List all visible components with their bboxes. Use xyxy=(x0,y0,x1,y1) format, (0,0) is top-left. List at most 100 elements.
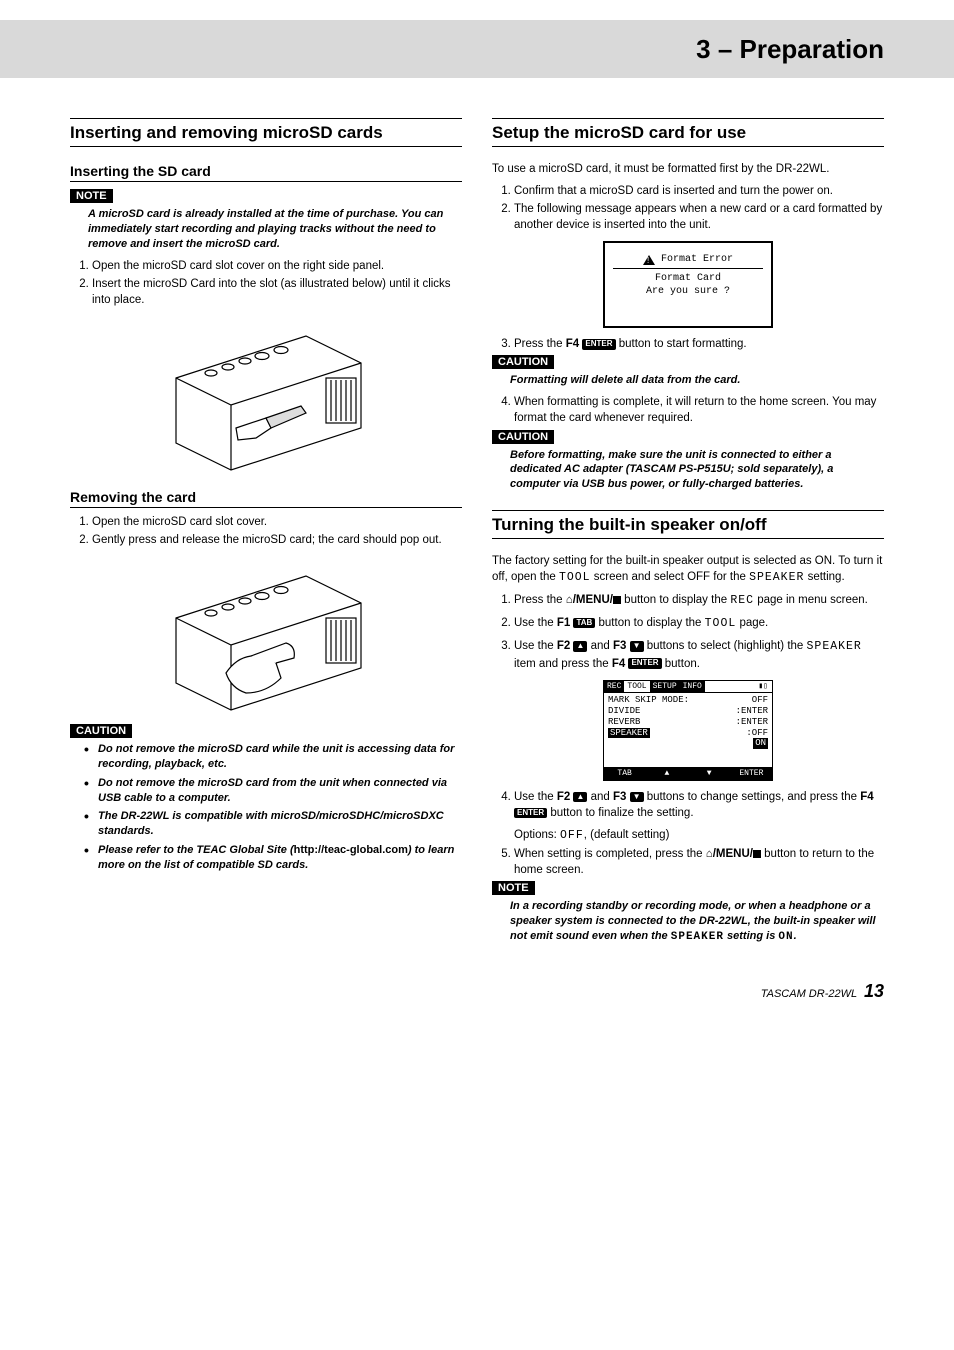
subsection-inserting: Inserting the SD card xyxy=(70,163,462,182)
lcd-label: DIVIDE xyxy=(608,706,640,717)
text: page. xyxy=(736,617,768,629)
text: button. xyxy=(662,658,700,670)
text: Options: xyxy=(514,829,560,841)
lcd-line: Format Error xyxy=(661,253,733,266)
step: Press the /MENU/ button to display the R… xyxy=(514,592,884,609)
text: item and press the xyxy=(514,658,612,670)
key-label: F4 xyxy=(612,658,625,670)
url: http://teac-global.com xyxy=(294,844,408,856)
lcd-label: REVERB xyxy=(608,717,640,728)
lcd-fkey: ▼ xyxy=(689,768,731,780)
setup-steps-cont: Press the F4 ENTER button to start forma… xyxy=(514,336,884,352)
lcd-line: Format Card xyxy=(613,272,763,285)
bullet: Do not remove the microSD card while the… xyxy=(88,742,462,772)
home-icon xyxy=(566,594,573,606)
page-number: 13 xyxy=(864,981,884,1001)
key-label: F3 xyxy=(613,791,626,803)
bullet: The DR-22WL is compatible with microSD/m… xyxy=(88,809,462,839)
subsection-removing: Removing the card xyxy=(70,489,462,508)
insert-steps: Open the microSD card slot cover on the … xyxy=(92,258,462,308)
step: Confirm that a microSD card is inserted … xyxy=(514,183,884,199)
bullet: Please refer to the TEAC Global Site (ht… xyxy=(88,843,462,873)
left-column: Inserting and removing microSD cards Ins… xyxy=(70,118,462,951)
text: setting. xyxy=(804,571,844,583)
note-body: In a recording standby or recording mode… xyxy=(510,899,884,945)
text: . xyxy=(794,930,797,942)
text: Use the xyxy=(514,617,557,629)
lcd-fkey: TAB xyxy=(604,768,646,780)
key-label: F1 xyxy=(557,617,570,629)
step: When formatting is complete, it will ret… xyxy=(514,394,884,426)
lcd-tab: INFO xyxy=(680,681,705,693)
note-body: A microSD card is already installed at t… xyxy=(88,207,462,252)
setup-intro: To use a microSD card, it must be format… xyxy=(492,161,884,177)
caution-label: CAUTION xyxy=(70,724,132,738)
step: Use the F2 ▲ and F3 ▼ buttons to select … xyxy=(514,638,884,671)
text: and xyxy=(587,640,613,652)
text: Press the xyxy=(514,338,566,350)
setup-steps-cont2: When formatting is complete, it will ret… xyxy=(514,394,884,426)
lcd-label: SPEAKER xyxy=(608,728,650,739)
stop-icon xyxy=(613,596,621,604)
step: Press the F4 ENTER button to start forma… xyxy=(514,336,884,352)
tab-icon: TAB xyxy=(573,618,595,628)
enter-icon: ENTER xyxy=(628,658,661,668)
lcd-format-error: Format Error Format Card Are you sure ? xyxy=(603,241,773,328)
down-icon: ▼ xyxy=(630,641,644,651)
mono: TOOL xyxy=(705,617,737,630)
mono: OFF xyxy=(560,829,584,842)
key-label: F2 xyxy=(557,791,570,803)
step: Use the F2 ▲ and F3 ▼ buttons to change … xyxy=(514,789,884,844)
lcd-tab: TOOL xyxy=(624,681,649,693)
figure-insert xyxy=(70,318,462,473)
lcd-value: OFF xyxy=(752,695,768,706)
lcd-tool-screen: REC TOOL SETUP INFO ▮▯ MARK SKIP MODE:OF… xyxy=(603,680,773,781)
text: button to display the xyxy=(595,617,704,629)
text: , (default setting) xyxy=(584,829,670,841)
text: Use the xyxy=(514,640,557,652)
text: When setting is completed, press the xyxy=(514,848,706,860)
step: When setting is completed, press the /ME… xyxy=(514,846,884,878)
caution-bullets: Do not remove the microSD card while the… xyxy=(88,742,462,873)
up-icon: ▲ xyxy=(573,641,587,651)
key-label: F3 xyxy=(613,640,626,652)
mono: ON xyxy=(778,931,793,943)
step: Open the microSD card slot cover. xyxy=(92,514,462,530)
speaker-steps: Press the /MENU/ button to display the R… xyxy=(514,592,884,671)
note-label: NOTE xyxy=(492,881,535,895)
remove-steps: Open the microSD card slot cover. Gently… xyxy=(92,514,462,548)
mono: REC xyxy=(730,594,754,607)
menu-label: /MENU/ xyxy=(573,594,613,606)
text: Use the xyxy=(514,791,557,803)
section-title-setup: Setup the microSD card for use xyxy=(492,118,884,147)
caution-label: CAUTION xyxy=(492,430,554,444)
mono: SPEAKER xyxy=(807,640,862,653)
page-footer: TASCAM DR-22WL 13 xyxy=(0,971,954,1022)
lcd-fkey: ▲ xyxy=(646,768,688,780)
enter-icon: ENTER xyxy=(514,808,547,818)
text: button to display the xyxy=(621,594,730,606)
stop-icon xyxy=(753,850,761,858)
text: button to start formatting. xyxy=(616,338,747,350)
down-icon: ▼ xyxy=(630,792,644,802)
lcd-label: MARK SKIP MODE: xyxy=(608,695,689,706)
lcd-value: ON xyxy=(753,738,768,749)
mono: TOOL xyxy=(559,571,591,584)
bullet: Do not remove the microSD card from the … xyxy=(88,776,462,806)
section-title-insert-remove: Inserting and removing microSD cards xyxy=(70,118,462,147)
lcd-tab: SETUP xyxy=(650,681,680,693)
step: Insert the microSD Card into the slot (a… xyxy=(92,276,462,308)
step: Gently press and release the microSD car… xyxy=(92,532,462,548)
text: Please refer to the TEAC Global Site ( xyxy=(98,844,294,856)
lcd-value: :OFF xyxy=(746,728,768,739)
up-icon: ▲ xyxy=(573,792,587,802)
warning-icon xyxy=(643,255,655,265)
text: Press the xyxy=(514,594,566,606)
text: page in menu screen. xyxy=(754,594,868,606)
step: Use the F1 TAB button to display the TOO… xyxy=(514,615,884,632)
mono: SPEAKER xyxy=(749,571,804,584)
enter-icon: ENTER xyxy=(582,339,615,349)
step: Open the microSD card slot cover on the … xyxy=(92,258,462,274)
text: setting is xyxy=(724,930,778,942)
section-title-speaker: Turning the built-in speaker on/off xyxy=(492,510,884,539)
